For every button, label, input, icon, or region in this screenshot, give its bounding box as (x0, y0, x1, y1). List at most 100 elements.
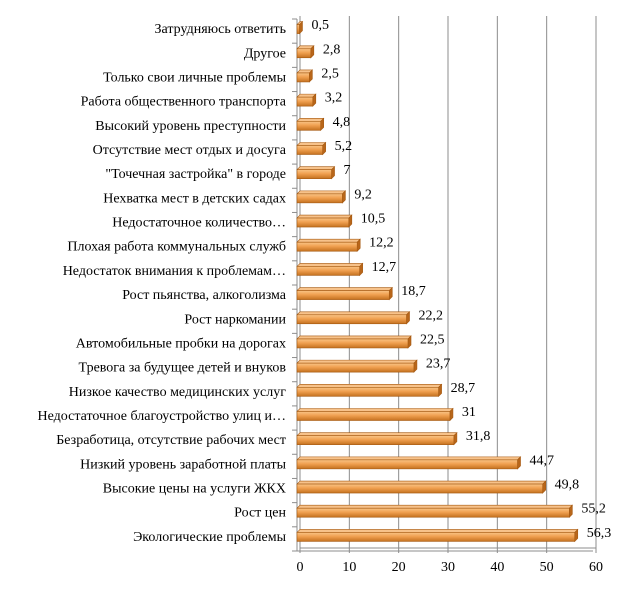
bar (296, 480, 547, 494)
bar-top-face (296, 480, 547, 485)
bar-front-face (296, 24, 300, 34)
data-label: 7 (344, 163, 351, 178)
data-label: 0,5 (311, 18, 329, 33)
category-label: Недостаточное благоустройство улиц и… (38, 409, 286, 424)
data-label: 55,2 (581, 502, 606, 517)
category-label: Безработица, отсутствие рабочих мест (56, 433, 286, 448)
bar (296, 431, 458, 446)
category-labels: Экологические проблемы Рост цен Высокие це… (38, 22, 287, 545)
bar-top-face (296, 287, 393, 291)
bar-front-face (296, 241, 358, 252)
bar-top-face (296, 456, 522, 461)
x-tick-label: 10 (342, 560, 356, 575)
category-label: Только свои личные проблемы (103, 70, 286, 85)
bar (296, 383, 443, 398)
category-label: Затрудняюсь ответить (155, 22, 287, 37)
bar (296, 20, 304, 35)
data-label: 2,8 (323, 42, 341, 57)
category-label: Отсутствие мест отдых и досуга (93, 143, 287, 158)
x-tick-labels: 0 10 20 30 40 50 60 (297, 560, 604, 575)
bar-front-face (296, 314, 407, 325)
bar-front-face (296, 290, 390, 300)
data-label: 18,7 (401, 284, 426, 299)
category-label: Тревога за будущее детей и внуков (79, 361, 287, 376)
bar-front-face (296, 411, 451, 421)
category-label: Рост наркомании (184, 312, 286, 327)
data-labels: 56,3 55,249,844,7 31,8 31 28,723,7 22,5 22,2 18… (311, 18, 611, 541)
bar-front-face (296, 387, 439, 397)
x-tick-label: 20 (392, 560, 406, 575)
bar-front-face (296, 145, 323, 155)
bar-front-face (296, 48, 312, 59)
bar (296, 335, 412, 349)
bar-top-face (296, 263, 364, 267)
bar-top-face (296, 166, 336, 170)
data-label: 9,2 (354, 187, 372, 202)
bar (296, 214, 353, 228)
bar-front-face (296, 96, 314, 107)
data-label: 28,7 (451, 381, 476, 396)
bar (296, 165, 336, 180)
x-tick-label: 60 (589, 560, 603, 575)
bar-top-face (296, 190, 347, 195)
data-label: 12,7 (372, 260, 397, 275)
bar-front-face (296, 483, 543, 494)
bar (296, 238, 361, 252)
bars (296, 20, 579, 543)
data-label: 10,5 (361, 212, 386, 227)
data-label: 23,7 (426, 357, 451, 372)
bar-top-face (296, 504, 574, 509)
data-label: 44,7 (530, 453, 555, 468)
category-label: Работа общественного транспорта (81, 95, 287, 110)
bar (296, 141, 327, 156)
bar-front-face (296, 338, 409, 349)
bar-front-face (296, 362, 415, 373)
category-label: Высокие цены на услуги ЖКХ (103, 482, 286, 497)
x-tick-label: 40 (490, 560, 504, 575)
category-label: Плохая работа коммунальных служб (67, 240, 286, 255)
data-label: 3,2 (325, 91, 343, 106)
bar (296, 69, 314, 83)
category-label: Низкое качество медицинских услуг (69, 385, 286, 400)
category-label: "Точечная застройка" в городе (105, 167, 286, 182)
bar-front-face (296, 217, 350, 228)
data-label: 49,8 (555, 478, 580, 493)
category-label: Автомобильные пробки на дорогах (76, 336, 286, 351)
bar-front-face (296, 507, 570, 518)
bar-front-face (296, 169, 332, 179)
x-tick-label: 30 (441, 560, 455, 575)
bar-top-face (296, 238, 361, 243)
category-label: Экологические проблемы (133, 530, 287, 545)
data-label: 5,2 (335, 139, 353, 154)
category-label: Низкий уровень заработной платы (80, 457, 286, 472)
x-tick-label: 50 (540, 560, 554, 575)
x-tick-label: 0 (297, 560, 304, 575)
bar-top-face (296, 529, 579, 533)
bar (296, 407, 454, 422)
bar-top-face (296, 384, 443, 388)
data-label: 31,8 (466, 429, 491, 444)
bar-top-face (296, 214, 353, 219)
bar-front-face (296, 266, 360, 276)
bar-front-face (296, 459, 518, 470)
bar-top-face (296, 118, 325, 122)
bar-top-face (296, 311, 411, 316)
bar-top-face (296, 408, 454, 412)
data-label: 22,5 (420, 332, 445, 347)
bar-front-face (296, 435, 455, 445)
bar (296, 456, 522, 470)
data-label: 56,3 (587, 526, 612, 541)
bar-front-face (296, 72, 310, 83)
category-label: Высокий уровень преступности (95, 119, 286, 134)
bar (296, 262, 364, 277)
category-label: Рост пьянства, алкоголизма (122, 288, 287, 303)
bar-top-face (296, 432, 458, 436)
bar (296, 45, 315, 59)
data-label: 2,5 (321, 66, 339, 81)
bar-front-face (296, 121, 321, 131)
category-label: Недостаток внимания к проблемам… (63, 264, 286, 279)
bar-front-face (296, 193, 343, 204)
bar (296, 286, 393, 301)
